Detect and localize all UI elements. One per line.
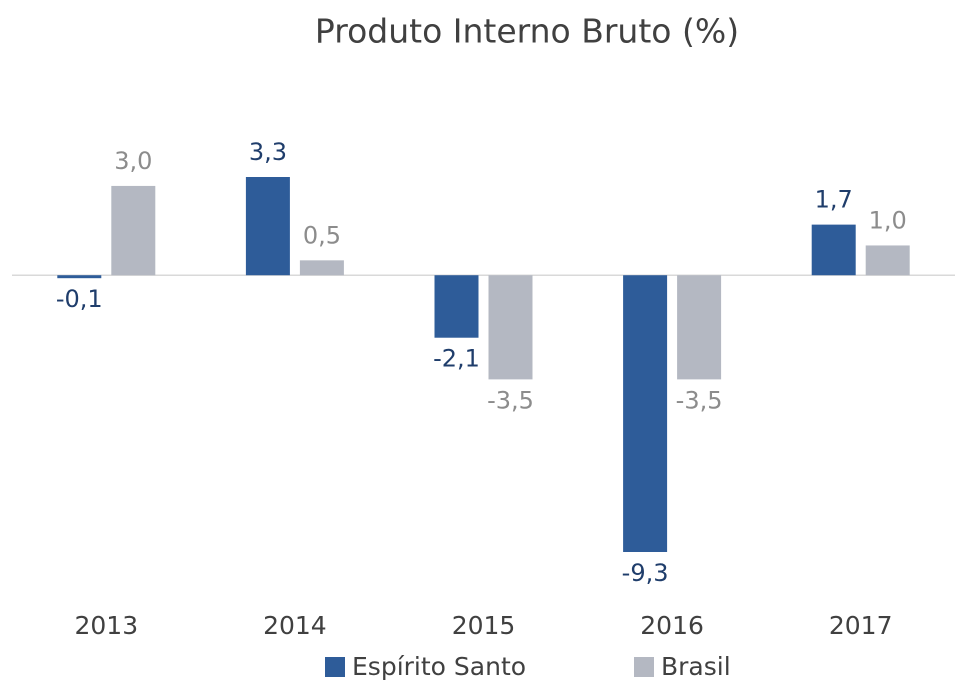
data-label: -0,1	[56, 285, 103, 313]
bar	[111, 185, 156, 276]
x-tick-label: 2014	[263, 611, 327, 640]
data-label: -3,5	[676, 386, 723, 414]
data-label: 1,0	[869, 206, 907, 234]
x-tick-label: 2017	[829, 611, 893, 640]
data-label: 3,3	[249, 138, 287, 166]
legend-label: Espírito Santo	[352, 652, 526, 681]
data-label: 3,0	[114, 147, 152, 175]
x-tick-label: 2015	[452, 611, 516, 640]
legend-label: Brasil	[661, 652, 731, 681]
bar	[865, 245, 910, 276]
bar	[57, 275, 102, 279]
data-label: -2,1	[433, 345, 480, 373]
chart-title: Produto Interno Bruto (%)	[315, 12, 739, 51]
bar	[434, 275, 479, 338]
bar	[299, 260, 344, 276]
x-tick-label: 2013	[74, 611, 138, 640]
bar	[811, 224, 856, 276]
bar	[245, 177, 290, 276]
data-label: -9,3	[622, 559, 669, 587]
legend-swatch	[634, 657, 654, 677]
legend-swatch	[325, 657, 345, 677]
data-label: 0,5	[303, 221, 341, 249]
x-tick-label: 2016	[640, 611, 704, 640]
data-label: -3,5	[487, 386, 534, 414]
bar	[677, 275, 722, 380]
bar	[488, 275, 533, 380]
bar	[623, 275, 668, 552]
data-label: 1,7	[815, 186, 853, 214]
